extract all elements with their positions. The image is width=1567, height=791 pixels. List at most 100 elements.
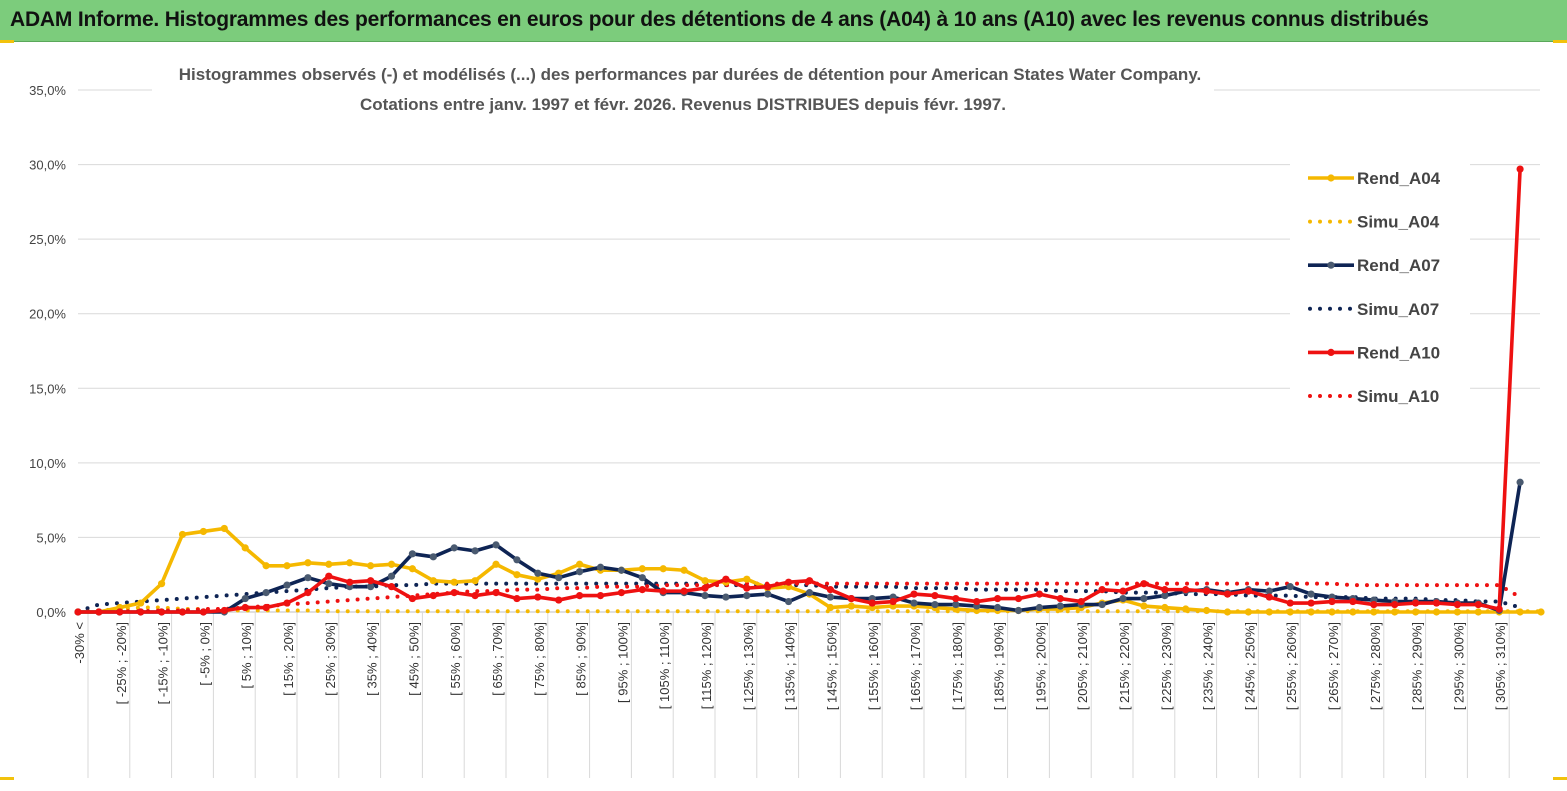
chart-title-line-1: Histogrammes observés (-) et modélisés (…	[179, 65, 1201, 84]
series-line-Simu_A07	[76, 581, 1523, 614]
x-axis: -30% < [ -25% ; -20%] [ -15% ; -10%] [ -5% …	[72, 611, 1540, 778]
x-tick-label: [ 55% ; 60%]	[448, 622, 463, 696]
y-tick-label: 15,0%	[29, 381, 66, 396]
data-point	[1265, 593, 1273, 601]
data-point	[74, 608, 82, 616]
y-tick-label: 20,0%	[29, 307, 66, 322]
data-point	[220, 524, 228, 533]
data-point	[1119, 587, 1127, 595]
data-point	[826, 593, 835, 601]
data-point	[450, 589, 458, 597]
data-point	[1077, 597, 1085, 606]
data-point	[1391, 600, 1399, 609]
data-point	[638, 574, 646, 582]
data-point	[429, 577, 437, 585]
data-point	[1286, 608, 1294, 616]
data-point	[931, 591, 939, 600]
data-point	[220, 606, 228, 615]
legend-item: Simu_A10	[1308, 387, 1439, 406]
data-point	[1307, 599, 1315, 607]
data-point	[1098, 600, 1106, 609]
series-layer	[74, 165, 1545, 616]
data-point	[1391, 608, 1399, 616]
data-point	[1161, 586, 1169, 594]
data-point	[1370, 608, 1378, 616]
chart-title-line-2: Cotations entre janv. 1997 et févr. 2026…	[360, 95, 1006, 114]
legend-marker	[1327, 261, 1335, 269]
data-point	[952, 600, 960, 609]
data-point	[1056, 594, 1064, 603]
data-point	[325, 572, 333, 580]
data-point	[1182, 605, 1190, 613]
x-tick-label: [ 305% ; 310%]	[1493, 622, 1508, 710]
data-point	[576, 568, 584, 576]
data-point	[931, 600, 939, 609]
data-point	[1328, 597, 1336, 606]
data-point	[534, 575, 542, 583]
x-tick-label: [ 85% ; 90%]	[574, 622, 589, 696]
data-point	[199, 527, 207, 536]
y-tick-label: 0,0%	[36, 605, 66, 620]
data-point	[241, 544, 249, 552]
data-point	[408, 594, 416, 603]
x-tick-label: [ 225% ; 230%]	[1159, 622, 1174, 710]
x-tick-label: [ 205% ; 210%]	[1075, 622, 1090, 710]
y-tick-label: 25,0%	[29, 232, 66, 247]
data-point	[1035, 590, 1043, 598]
x-tick-label: [ 145% ; 150%]	[824, 622, 839, 710]
data-point	[367, 562, 375, 570]
data-point	[283, 581, 291, 589]
legend-item: Simu_A04	[1308, 213, 1440, 232]
data-point	[1223, 590, 1232, 598]
data-point	[137, 608, 145, 616]
data-point	[1140, 594, 1148, 603]
data-point	[346, 578, 354, 586]
data-point	[534, 569, 542, 577]
x-tick-label: [ 5% ; 10%]	[239, 622, 254, 688]
data-point	[722, 593, 730, 601]
data-point	[471, 591, 479, 600]
data-point	[638, 586, 646, 594]
data-point	[1453, 608, 1461, 616]
data-point	[701, 577, 709, 585]
data-point	[178, 530, 187, 539]
data-point	[617, 566, 626, 574]
data-point	[680, 587, 688, 595]
x-tick-label: [ 235% ; 240%]	[1201, 622, 1216, 710]
x-tick-label: [ 35% ; 40%]	[365, 622, 380, 696]
data-point	[450, 578, 458, 586]
data-point	[638, 565, 646, 573]
data-point	[429, 591, 437, 600]
data-point	[471, 547, 479, 555]
y-tick-label: 5,0%	[36, 530, 66, 545]
data-point	[283, 599, 291, 607]
data-point	[596, 563, 605, 571]
title-background	[152, 58, 1214, 128]
data-point	[1223, 608, 1232, 616]
data-point	[805, 577, 814, 585]
data-point	[910, 599, 918, 607]
data-point	[387, 583, 396, 591]
x-tick-label: [ 45% ; 50%]	[406, 622, 421, 696]
data-point	[1203, 606, 1211, 615]
report-banner: ADAM Informe. Histogrammes des performan…	[0, 0, 1567, 42]
corner-mark	[1553, 40, 1567, 43]
x-tick-label: [ 265% ; 270%]	[1326, 622, 1341, 710]
data-point	[387, 572, 396, 580]
data-point	[743, 591, 751, 600]
data-point	[304, 589, 312, 597]
data-point	[262, 589, 270, 597]
data-point	[555, 596, 563, 604]
data-point	[304, 559, 312, 567]
data-point	[576, 591, 584, 600]
x-tick-label: [ 105% ; 110%]	[657, 622, 672, 709]
data-point	[1349, 608, 1357, 616]
data-point	[241, 603, 249, 612]
data-point	[1432, 599, 1441, 607]
data-point	[826, 586, 835, 594]
x-tick-label: [ 95% ; 100%]	[615, 622, 630, 703]
data-point	[492, 541, 500, 549]
data-point	[1537, 608, 1545, 616]
